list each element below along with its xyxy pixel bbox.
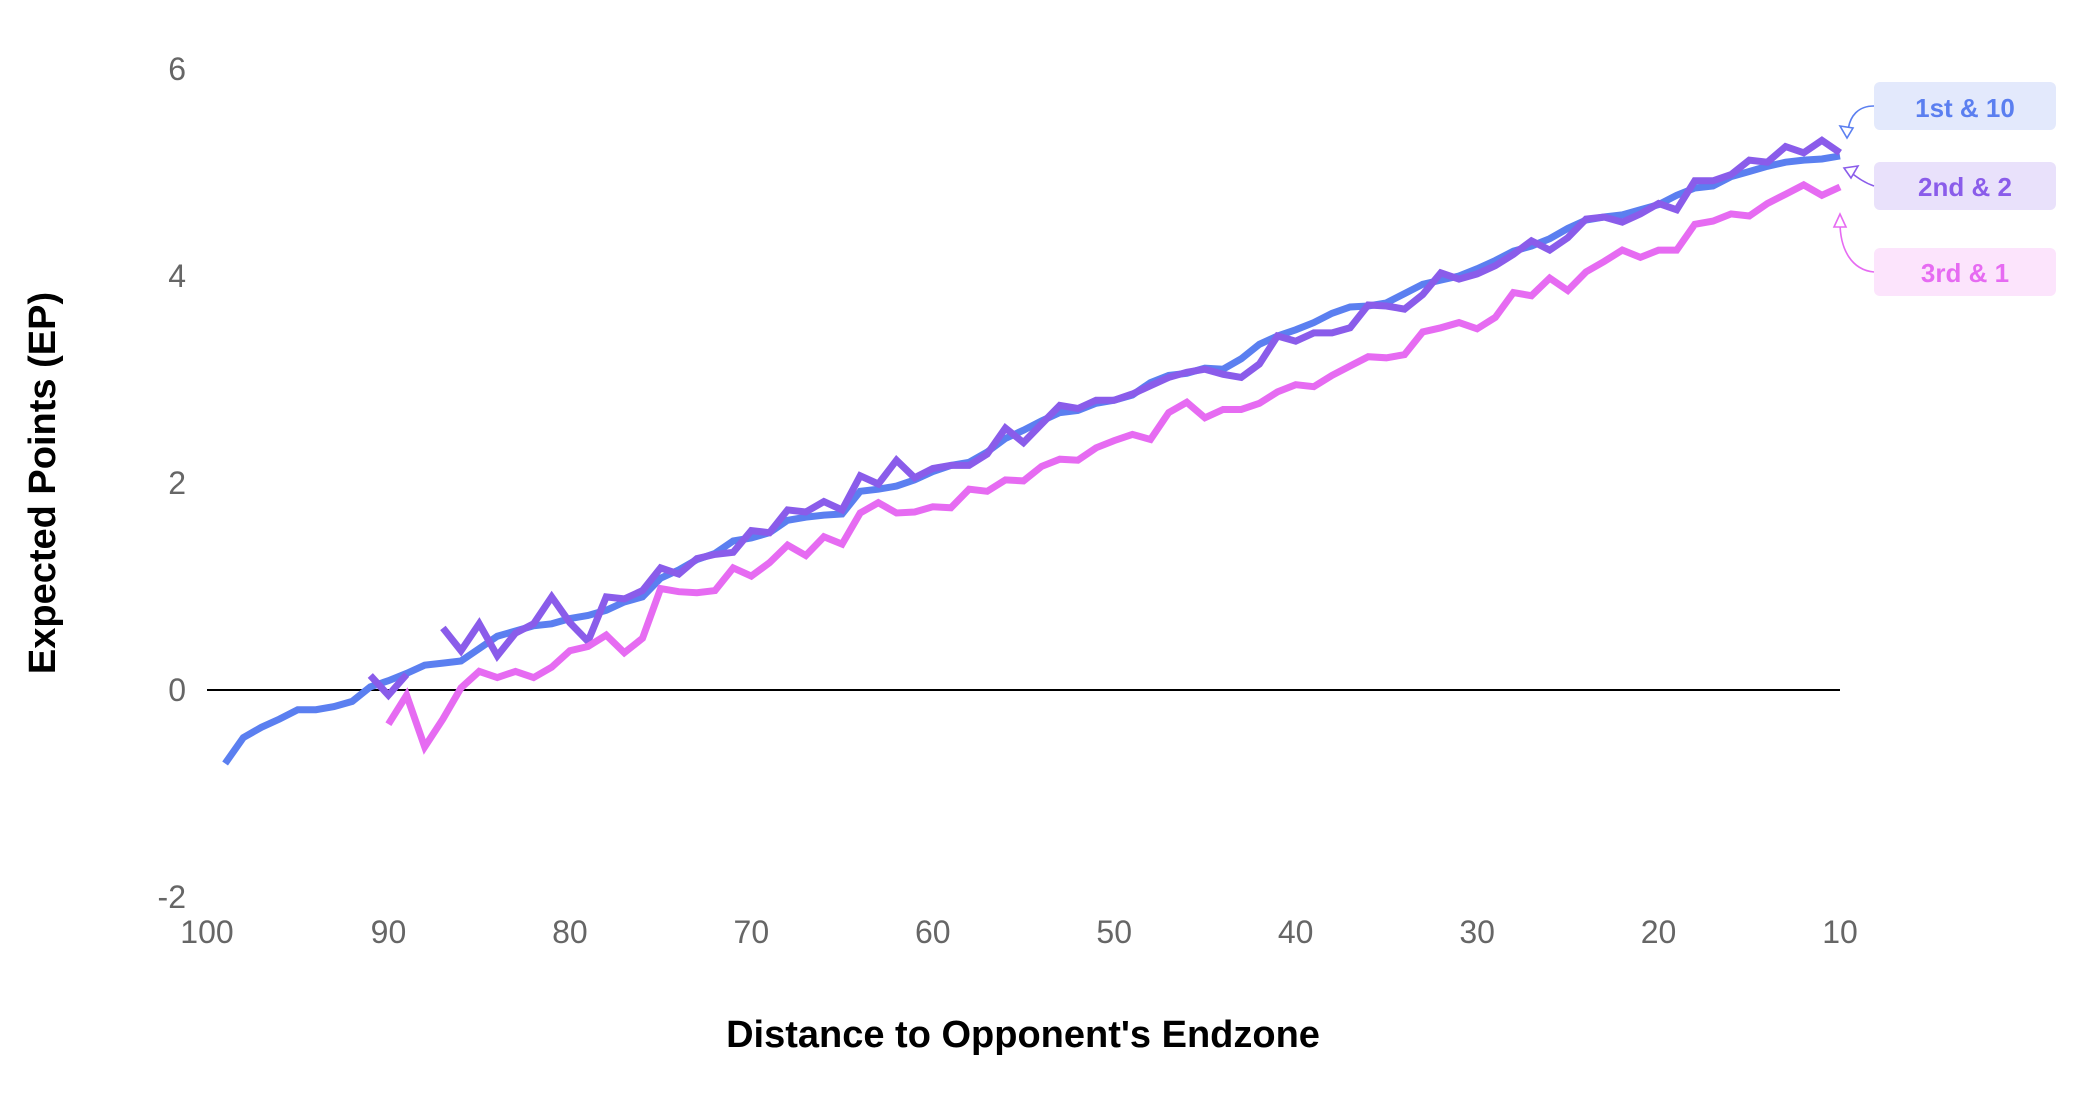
legend-label-1: 2nd & 2	[1918, 172, 2012, 202]
x-tick-label: 30	[1459, 914, 1495, 950]
legend-arrowhead-0	[1838, 124, 1855, 140]
legend-box-0	[1874, 82, 2056, 130]
series-line-0	[222, 152, 1841, 766]
y-tick-label: -2	[158, 879, 186, 915]
y-tick-label: 6	[168, 51, 186, 87]
legend-box-1	[1874, 162, 2056, 210]
legend-label-2: 3rd & 1	[1921, 258, 2009, 288]
legend-arrowhead-2	[1832, 212, 1848, 228]
y-tick-label: 2	[168, 465, 186, 501]
legend: 1st & 10 2nd & 2 3rd & 1	[1832, 82, 2056, 296]
x-tick-label: 50	[1096, 914, 1132, 950]
series-line-1	[367, 136, 1842, 701]
series-line-2	[385, 180, 1842, 755]
x-tick-label: 20	[1641, 914, 1677, 950]
y-tick-label: 4	[168, 258, 186, 294]
x-tick-label: 100	[180, 914, 233, 950]
legend-arrow-0	[1847, 105, 1875, 131]
x-tick-label: 40	[1278, 914, 1314, 950]
legend-arrowhead-1	[1842, 164, 1860, 180]
x-tick-label: 10	[1822, 914, 1858, 950]
x-tick-label: 70	[734, 914, 770, 950]
x-tick-label: 80	[552, 914, 588, 950]
x-axis-ticks: 100 90 80 70 60 50 40 30 20 10	[180, 914, 1857, 950]
x-axis-title: Distance to Opponent's Endzone	[726, 1014, 1320, 1056]
legend-arrow-2	[1839, 221, 1875, 273]
legend-label-0: 1st & 10	[1915, 93, 2015, 123]
x-tick-label: 60	[915, 914, 951, 950]
y-axis-ticks: -2 0 2 4 6	[158, 51, 186, 915]
x-tick-label: 90	[371, 914, 407, 950]
y-tick-label: 0	[168, 672, 186, 708]
y-axis-title: Expected Points (EP)	[22, 292, 64, 674]
series-lines	[222, 136, 1842, 766]
legend-box-2	[1874, 248, 2056, 296]
